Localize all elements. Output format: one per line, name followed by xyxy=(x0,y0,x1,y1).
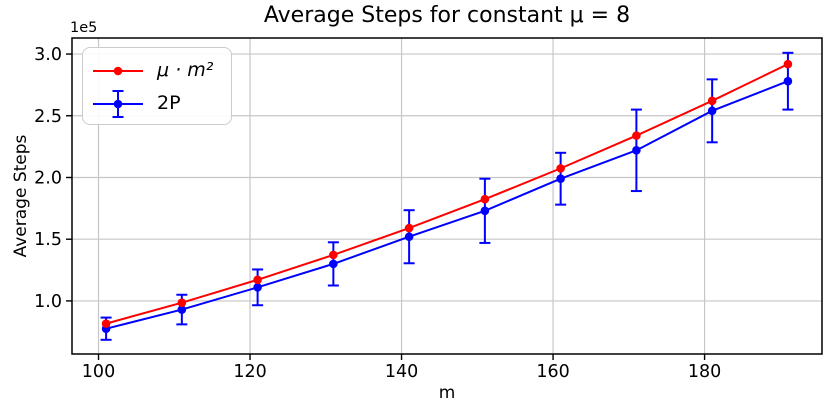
data-point-marker xyxy=(101,319,111,328)
y-tick-label: 2.5 xyxy=(34,107,62,127)
y-tick-label: 1.0 xyxy=(34,292,62,312)
legend: μ · m² 2P xyxy=(82,47,232,125)
data-point-marker xyxy=(783,76,793,86)
legend-sample-errorbar-icon xyxy=(93,89,143,118)
data-point-marker xyxy=(707,106,717,116)
y-axis-label: Average Steps xyxy=(11,134,31,258)
data-point-marker xyxy=(404,232,414,242)
data-point-marker xyxy=(556,174,565,184)
series-line xyxy=(105,63,789,325)
legend-sample-line-marker-icon xyxy=(93,66,143,75)
data-point-marker xyxy=(329,250,338,260)
legend-entry-2p: 2P xyxy=(91,87,225,120)
data-point-marker xyxy=(480,206,490,216)
legend-label-2p: 2P xyxy=(157,92,181,114)
y-tick-label: 3.0 xyxy=(34,45,62,65)
x-ticks: 100 120 140 160 180 xyxy=(82,354,721,382)
data-point-marker xyxy=(329,259,338,269)
data-point-marker xyxy=(177,298,187,307)
data-point-marker xyxy=(707,96,717,106)
grid-lines xyxy=(72,38,822,354)
data-point-marker xyxy=(253,283,262,292)
y-tick-label: 1.5 xyxy=(34,230,62,250)
y-tick-label: 2.0 xyxy=(34,168,62,188)
data-point-marker xyxy=(404,223,414,233)
x-tick-label: 180 xyxy=(688,362,721,382)
legend-entry-mu-m2: μ · m² xyxy=(91,54,225,87)
data-point-marker xyxy=(177,305,187,314)
series-line xyxy=(105,80,789,330)
axes-spines xyxy=(71,37,823,355)
x-axis-label: m xyxy=(438,383,456,403)
x-tick-label: 140 xyxy=(385,362,418,382)
data-point-marker xyxy=(632,131,641,140)
data-point-marker xyxy=(632,146,641,155)
legend-label-mu-m2: μ · m² xyxy=(157,59,214,81)
series-mu-m2 xyxy=(101,59,793,328)
y-axis-offset-text: 1e5 xyxy=(70,20,98,36)
series-2p xyxy=(100,51,794,341)
data-point-marker xyxy=(253,275,262,285)
x-tick-label: 120 xyxy=(233,362,266,382)
data-point-marker xyxy=(783,59,793,69)
y-ticks: 1.0 1.5 2.0 2.5 3.0 xyxy=(34,45,72,312)
x-tick-label: 100 xyxy=(82,362,115,382)
chart-title: Average Steps for constant μ = 8 xyxy=(263,3,631,28)
data-point-marker xyxy=(556,164,565,173)
x-tick-label: 160 xyxy=(536,362,569,382)
data-point-marker xyxy=(480,194,490,204)
